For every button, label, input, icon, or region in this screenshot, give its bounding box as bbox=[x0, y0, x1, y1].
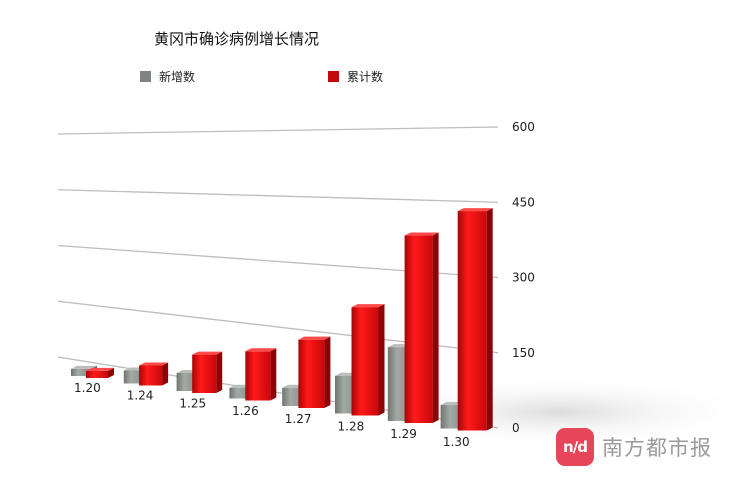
legend-swatch-cumulative bbox=[328, 71, 339, 82]
gridline bbox=[57, 126, 499, 135]
y-tick-label: 0 bbox=[512, 421, 520, 435]
bar-cumulative-side bbox=[378, 304, 385, 416]
bars-layer bbox=[71, 208, 493, 431]
x-tick-label: 1.29 bbox=[390, 427, 417, 441]
x-tick-label: 1.27 bbox=[285, 412, 312, 426]
x-tick-label: 1.24 bbox=[127, 389, 154, 403]
legend-item-new: 新增数 bbox=[140, 68, 195, 85]
bar-cumulative bbox=[404, 232, 439, 423]
chart-title: 黄冈市确诊病例增长情况 bbox=[154, 30, 320, 48]
x-tick-label: 1.28 bbox=[338, 420, 365, 434]
bar-cumulative bbox=[298, 336, 331, 408]
bar-cumulative bbox=[86, 367, 114, 378]
legend-label-cumulative: 累计数 bbox=[347, 70, 384, 84]
bar-cumulative-top bbox=[192, 351, 223, 355]
gridline bbox=[57, 189, 499, 203]
bar-cumulative-side bbox=[432, 232, 439, 423]
bar-cumulative-side bbox=[162, 362, 169, 386]
bar-cumulative bbox=[192, 351, 223, 393]
watermark-text: 南方都市报 bbox=[602, 436, 712, 460]
bar-cumulative-side bbox=[486, 208, 493, 431]
labels-layer: 0 150 300 450 600 1.20 1.24 1.25 1.26 1.27 1.28 1.2… bbox=[74, 120, 535, 449]
y-tick-label: 150 bbox=[512, 346, 535, 360]
floor-shadow bbox=[360, 376, 742, 448]
bar-cumulative-side bbox=[216, 351, 223, 393]
bar-cumulative-side bbox=[270, 348, 277, 401]
bar-cumulative-top bbox=[298, 336, 331, 340]
bar-cumulative-front bbox=[245, 351, 271, 401]
bar-cumulative-side bbox=[108, 367, 114, 378]
y-tick-label: 600 bbox=[512, 120, 535, 134]
x-tick-label: 1.25 bbox=[179, 396, 206, 410]
x-tick-label: 1.30 bbox=[443, 435, 470, 449]
newspaper-logo-icon: n∕d bbox=[556, 428, 594, 466]
bar-cumulative-front bbox=[192, 354, 217, 393]
bar-cumulative-top bbox=[404, 232, 439, 236]
bar-cumulative bbox=[457, 208, 493, 431]
bar-cumulative-front bbox=[86, 370, 108, 378]
bar-cumulative bbox=[351, 304, 385, 416]
bar-new-top bbox=[71, 365, 97, 369]
y-tick-label: 450 bbox=[512, 195, 535, 209]
bar-cumulative-top bbox=[457, 208, 493, 212]
y-tick-label: 300 bbox=[512, 271, 535, 285]
bar-cumulative-top bbox=[86, 367, 114, 371]
legend-item-cumulative: 累计数 bbox=[328, 68, 383, 85]
x-tick-label: 1.20 bbox=[74, 381, 101, 395]
watermark: n∕d 南方都市报 bbox=[556, 428, 712, 466]
bar-cumulative-front bbox=[139, 365, 163, 386]
bar-cumulative-front bbox=[404, 235, 433, 423]
bar-cumulative-top bbox=[139, 362, 169, 366]
bar-cumulative bbox=[139, 362, 169, 386]
bar-cumulative-front bbox=[298, 339, 325, 408]
bar-cumulative-front bbox=[457, 211, 487, 431]
legend-label-new: 新增数 bbox=[159, 70, 196, 84]
x-tick-label: 1.26 bbox=[232, 404, 259, 418]
bar-cumulative-top bbox=[245, 348, 277, 352]
bar-cumulative-front bbox=[351, 307, 379, 416]
bar-new-front bbox=[229, 387, 253, 399]
bar-cumulative bbox=[245, 348, 277, 401]
bar-new-front bbox=[71, 368, 91, 376]
legend-swatch-new bbox=[140, 71, 151, 82]
bar-cumulative-side bbox=[324, 336, 331, 408]
bar-cumulative-top bbox=[351, 304, 385, 308]
